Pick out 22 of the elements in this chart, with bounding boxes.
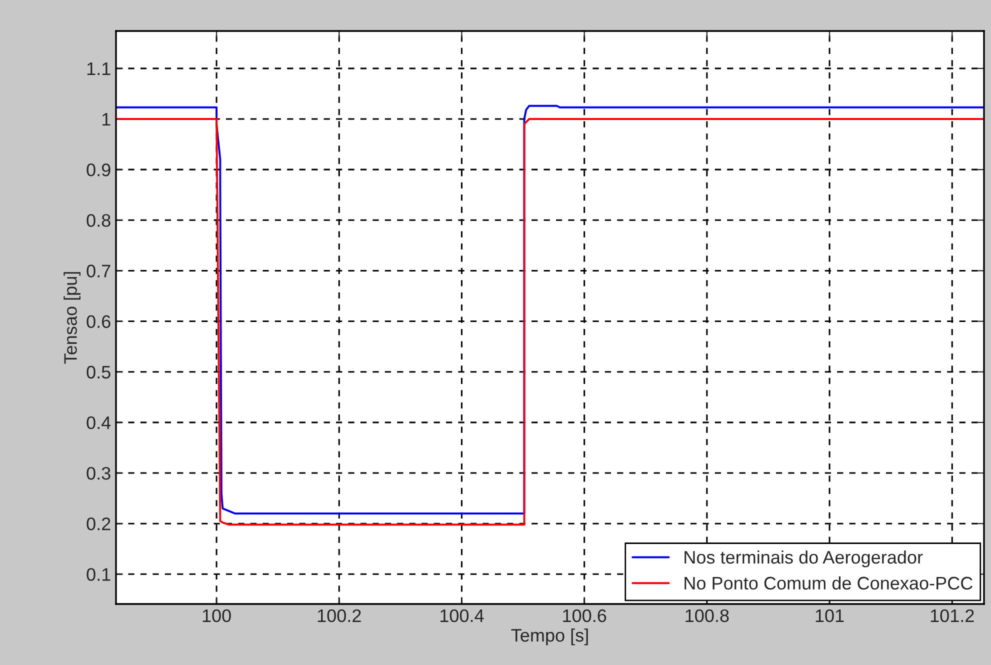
y-tick-label: 0.6 <box>86 315 110 328</box>
y-tick-label: 0.3 <box>86 466 110 480</box>
x-tick-label: 100.6 <box>563 609 606 622</box>
y-tick-label: 0.1 <box>86 568 110 581</box>
y-tick-label: 0.5 <box>86 366 110 379</box>
y-tick-label: 0.8 <box>86 214 110 227</box>
x-axis-title: Tempo [s] <box>511 628 588 646</box>
y-tick-label: 1 <box>102 113 110 126</box>
y-tick-label: 0.9 <box>86 164 110 176</box>
x-tick-label: 100.8 <box>686 609 729 622</box>
y-axis-title: Tensao [pu] <box>64 272 80 364</box>
x-tick-label: 100 <box>202 609 231 622</box>
x-tick-label: 101.2 <box>930 609 974 622</box>
legend-label: No Ponto Comum de Conexao-PCC <box>684 576 972 590</box>
y-tick-label: 0.7 <box>86 264 110 278</box>
y-tick-label: 1.1 <box>87 62 110 75</box>
x-tick-label: 101 <box>816 609 844 622</box>
y-tick-label: 0.2 <box>86 518 110 530</box>
x-tick-label: 100.4 <box>440 609 484 622</box>
x-tick-label: 100.2 <box>318 609 361 622</box>
y-tick-label: 0.4 <box>86 416 111 430</box>
legend-label: Nos terminais do Aerogerador <box>684 550 923 568</box>
